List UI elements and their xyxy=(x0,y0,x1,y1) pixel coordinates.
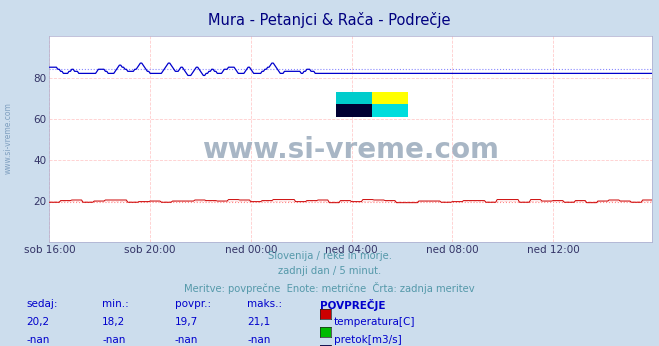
Text: Slovenija / reke in morje.: Slovenija / reke in morje. xyxy=(268,251,391,261)
Text: 20,2: 20,2 xyxy=(26,317,49,327)
Text: sedaj:: sedaj: xyxy=(26,299,58,309)
Text: Meritve: povprečne  Enote: metrične  Črta: zadnja meritev: Meritve: povprečne Enote: metrične Črta:… xyxy=(184,282,475,294)
Text: temperatura[C]: temperatura[C] xyxy=(334,317,416,327)
Text: 21,1: 21,1 xyxy=(247,317,270,327)
Text: min.:: min.: xyxy=(102,299,129,309)
Text: www.si-vreme.com: www.si-vreme.com xyxy=(202,136,500,164)
Text: pretok[m3/s]: pretok[m3/s] xyxy=(334,335,402,345)
FancyBboxPatch shape xyxy=(336,92,372,104)
FancyBboxPatch shape xyxy=(372,92,408,104)
FancyBboxPatch shape xyxy=(336,104,372,117)
Text: POVPREČJE: POVPREČJE xyxy=(320,299,385,311)
Text: 19,7: 19,7 xyxy=(175,317,198,327)
Text: Mura - Petanjci & Rača - Podrečje: Mura - Petanjci & Rača - Podrečje xyxy=(208,12,451,28)
Text: maks.:: maks.: xyxy=(247,299,282,309)
Text: zadnji dan / 5 minut.: zadnji dan / 5 minut. xyxy=(278,266,381,276)
Text: 18,2: 18,2 xyxy=(102,317,125,327)
Text: www.si-vreme.com: www.si-vreme.com xyxy=(3,102,13,174)
Text: povpr.:: povpr.: xyxy=(175,299,211,309)
Text: -nan: -nan xyxy=(247,335,270,345)
Text: -nan: -nan xyxy=(102,335,125,345)
FancyBboxPatch shape xyxy=(372,104,408,117)
Text: -nan: -nan xyxy=(26,335,49,345)
Text: -nan: -nan xyxy=(175,335,198,345)
